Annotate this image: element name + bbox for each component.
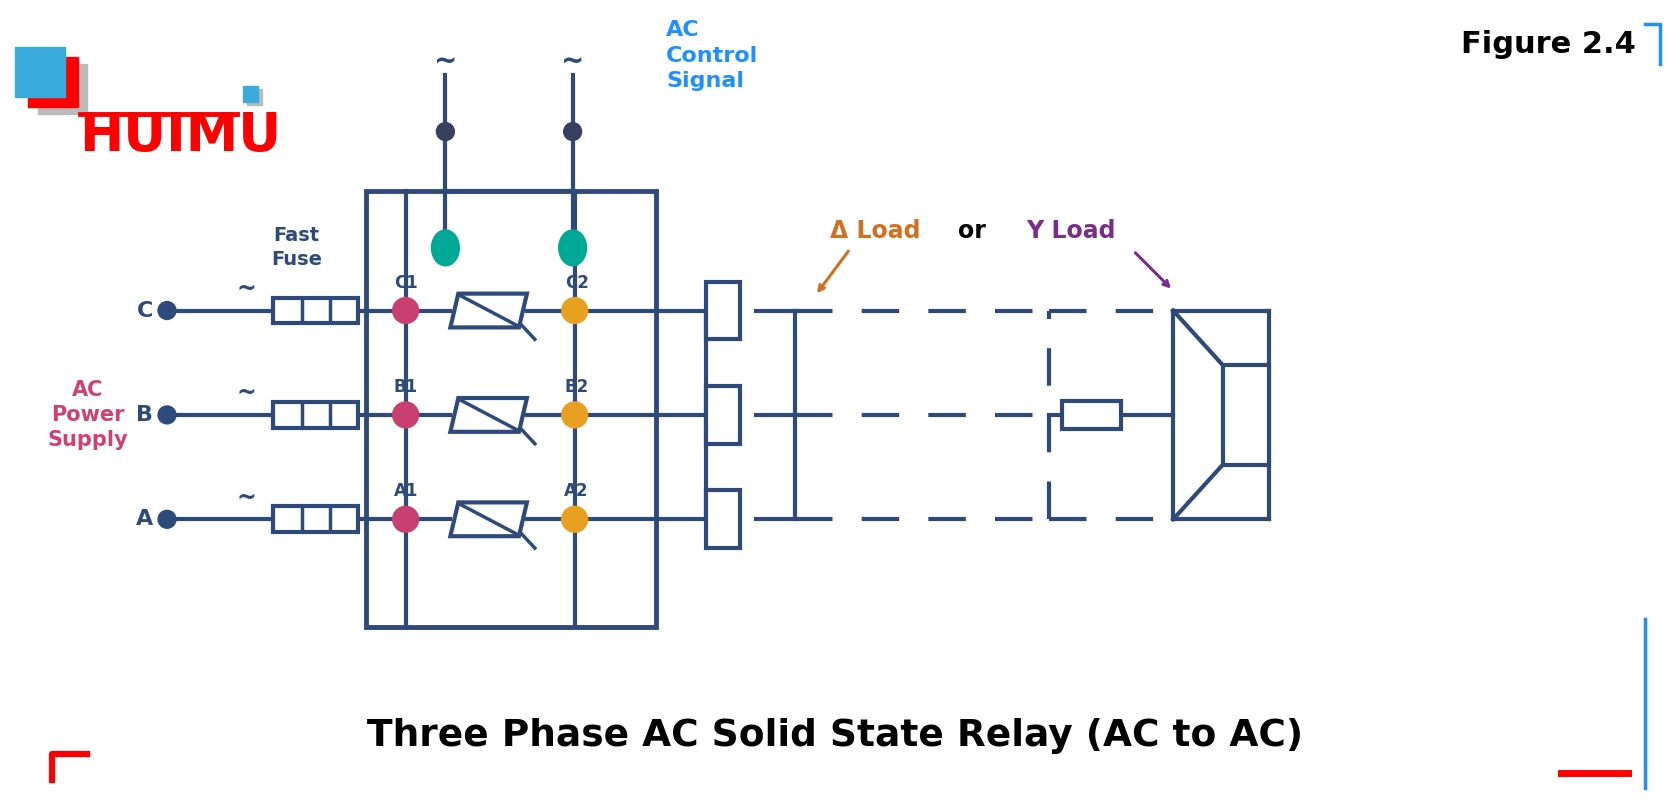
Bar	[247, 89, 262, 105]
Circle shape	[562, 297, 588, 324]
Bar	[39, 64, 87, 113]
Text: Rv: Rv	[479, 525, 500, 540]
Circle shape	[437, 122, 455, 141]
Text: A2: A2	[564, 483, 589, 500]
Bar	[366, 191, 656, 626]
Text: AC
Power
Supply: AC Power Supply	[47, 380, 128, 450]
Circle shape	[562, 402, 588, 427]
Polygon shape	[450, 293, 527, 328]
Circle shape	[564, 122, 581, 141]
Text: A: A	[136, 509, 153, 529]
Bar	[29, 57, 77, 107]
Bar	[705, 491, 740, 548]
Text: B: B	[136, 405, 153, 425]
Bar	[705, 386, 740, 443]
Text: C2: C2	[564, 273, 589, 292]
Bar	[705, 282, 740, 340]
Text: Rv: Rv	[479, 316, 500, 332]
Bar	[15, 47, 64, 97]
Text: ~: ~	[237, 276, 257, 300]
Text: Rv: Rv	[479, 421, 500, 435]
Text: A1: A1	[393, 483, 418, 500]
Text: v: v	[519, 499, 527, 512]
Text: ~: ~	[237, 381, 257, 405]
Circle shape	[393, 297, 418, 324]
Text: Three Phase AC Solid State Relay (AC to AC): Three Phase AC Solid State Relay (AC to …	[368, 718, 1303, 754]
Text: ~: ~	[237, 486, 257, 510]
Text: Δ Load: Δ Load	[829, 219, 920, 243]
Circle shape	[158, 301, 176, 320]
Text: C1: C1	[395, 273, 418, 292]
Text: B2: B2	[564, 378, 589, 396]
Ellipse shape	[559, 230, 586, 266]
Text: Y Load: Y Load	[1026, 219, 1115, 243]
Bar	[242, 85, 259, 101]
Bar	[1222, 365, 1269, 465]
Bar	[274, 297, 358, 324]
Polygon shape	[450, 503, 527, 536]
Text: Fast
Fuse: Fast Fuse	[270, 226, 322, 268]
Text: B1: B1	[393, 378, 418, 396]
Circle shape	[393, 507, 418, 532]
Circle shape	[393, 402, 418, 427]
Text: v: v	[519, 290, 527, 304]
Text: C: C	[136, 300, 153, 320]
Text: ~: ~	[561, 48, 584, 76]
Text: HUIMU: HUIMU	[79, 109, 282, 161]
Text: v: v	[519, 394, 527, 408]
Bar	[274, 507, 358, 532]
Text: ~: ~	[433, 48, 457, 76]
Text: or: or	[959, 219, 986, 243]
Circle shape	[158, 406, 176, 423]
Bar	[1061, 401, 1122, 429]
Circle shape	[562, 507, 588, 532]
Text: AC
Control
Signal: AC Control Signal	[667, 20, 759, 91]
Circle shape	[158, 511, 176, 528]
Ellipse shape	[432, 230, 460, 266]
Polygon shape	[450, 398, 527, 431]
Bar	[274, 402, 358, 427]
Text: Figure 2.4: Figure 2.4	[1461, 30, 1637, 59]
